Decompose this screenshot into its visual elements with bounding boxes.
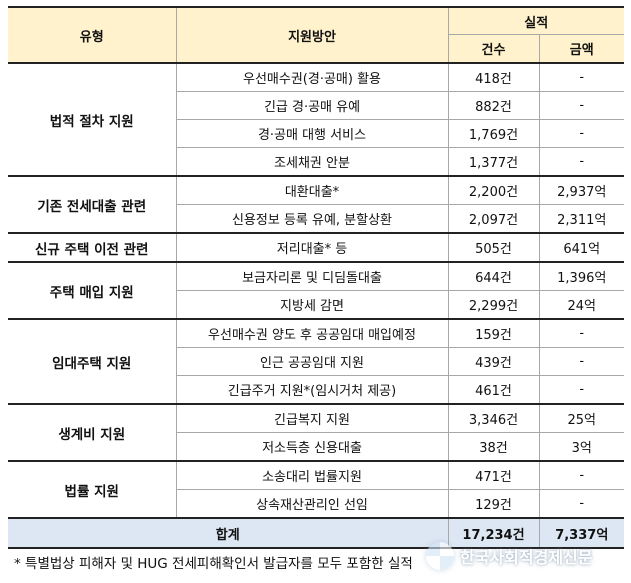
table-row: 기존 전세대출 관련 대환대출* 2,200건 2,937억 [8,175,625,234]
table-row: 경·공매 대행 서비스 1,769건 - [8,119,625,148]
plan-cell: 경·공매 대행 서비스 [176,119,449,148]
amount-cell: 25억 [538,403,625,433]
count-cell: 1,377건 [447,147,540,177]
count-cell: 159건 [447,318,540,348]
plan-cell: 인근 공공임대 지원 [176,347,449,376]
amount-cell: 2,937억 [538,175,625,205]
table-row: 신규 주택 이전 관련 저리대출* 등 505건 641억 [8,232,625,263]
amount-cell: - [538,147,625,177]
count-cell: 38건 [447,432,540,462]
count-cell: 439건 [447,347,540,376]
amount-cell: - [538,91,625,120]
count-cell: 2,299건 [447,290,540,320]
amount-cell: - [538,119,625,148]
total-row: 합계 17,234건 7,337억 [8,517,625,549]
amount-cell: 2,311억 [538,204,625,234]
table-row: 임대주택 지원 우선매수권 양도 후 공공임대 매입예정 159건 - [8,318,625,405]
table-row: 인근 공공임대 지원 439건 - [8,347,625,376]
count-cell: 644건 [447,261,540,291]
count-cell: 2,200건 [447,175,540,205]
table-row: 긴급 경·공매 유예 882건 - [8,91,625,120]
amount-cell: 641억 [538,232,625,263]
table-row: 생계비 지원 긴급복지 지원 3,346건 25억 [8,403,625,462]
count-cell: 505건 [447,232,540,263]
total-label: 합계 [8,517,449,549]
plan-cell: 긴급복지 지원 [175,403,449,433]
header-plan: 지원방안 [175,6,449,64]
plan-cell: 저리대출* 등 [175,232,449,263]
table-row: 주택 매입 지원 보금자리론 및 디딤돌대출 644건 1,396억 [8,261,625,320]
table-row: 법률 지원 소송대리 법률지원 471건 - [8,460,625,519]
plan-cell: 우선매수권(경·공매) 활용 [175,62,449,92]
amount-cell: 3억 [538,432,625,462]
type-cell: 기존 전세대출 관련 [8,175,177,234]
total-amount: 7,337억 [538,517,625,549]
amount-cell: 1,396억 [538,261,625,291]
type-cell: 법률 지원 [8,460,177,519]
plan-cell: 대환대출* [175,175,449,205]
amount-cell: - [538,375,625,405]
total-count: 17,234건 [447,517,540,549]
type-cell: 신규 주택 이전 관련 [8,232,177,263]
plan-cell: 보금자리론 및 디딤돌대출 [175,261,449,291]
amount-cell: - [538,318,625,348]
amount-cell: - [538,489,625,519]
type-cell: 법적 절차 지원 [8,62,177,177]
amount-cell: 24억 [538,290,625,320]
table-row: 긴급주거 지원*(임시거처 제공) 461건 - [8,375,625,405]
plan-cell: 긴급주거 지원*(임시거처 제공) [176,375,449,405]
type-cell: 생계비 지원 [8,403,177,462]
header-count: 건수 [448,34,540,64]
table-body: 법적 절차 지원 우선매수권(경·공매) 활용 418건 - 긴급 경·공매 유예 882… [8,62,625,549]
table-row: 조세채권 안분 1,377건 - [8,147,625,177]
count-cell: 882건 [447,91,540,120]
plan-cell: 우선매수권 양도 후 공공임대 매입예정 [175,318,449,348]
count-cell: 3,346건 [447,403,540,433]
plan-cell: 긴급 경·공매 유예 [176,91,449,120]
watermark: 한국사회적경제신문 [426,538,626,574]
plan-cell: 신용정보 등록 유예, 분할상환 [176,204,449,234]
count-cell: 418건 [447,62,540,92]
support-results-table: 유형 지원방안 실적 건수 금액 법적 절차 지원 우선매수권(경·공매) 활용 4… [8,6,625,549]
header-type: 유형 [8,6,177,64]
amount-cell: - [538,347,625,376]
plan-cell: 상속재산관리인 선임 [176,489,449,519]
table-row: 지방세 감면 2,299건 24억 [8,290,625,320]
amount-cell: - [538,62,625,92]
count-cell: 461건 [447,375,540,405]
count-cell: 471건 [447,460,540,490]
watermark-logo-icon [426,542,454,570]
footnote: * 특별법상 피해자 및 HUG 전세피해확인서 발급자를 모두 포함한 실적 [14,556,413,572]
amount-cell: - [538,460,625,490]
table-row: 저소득층 신용대출 38건 3억 [8,432,625,462]
plan-cell: 조세채권 안분 [176,147,449,177]
type-cell: 주택 매입 지원 [8,261,177,320]
header-result: 실적 [447,6,625,35]
watermark-text: 한국사회적경제신문 [460,548,593,567]
count-cell: 129건 [447,489,540,519]
count-cell: 1,769건 [447,119,540,148]
type-cell: 임대주택 지원 [8,318,177,405]
plan-cell: 소송대리 법률지원 [175,460,449,490]
table-row: 법적 절차 지원 우선매수권(경·공매) 활용 418건 - [8,62,625,177]
plan-cell: 저소득층 신용대출 [176,432,449,462]
plan-cell: 지방세 감면 [176,290,449,320]
header-amount: 금액 [538,34,625,64]
count-cell: 2,097건 [447,204,540,234]
